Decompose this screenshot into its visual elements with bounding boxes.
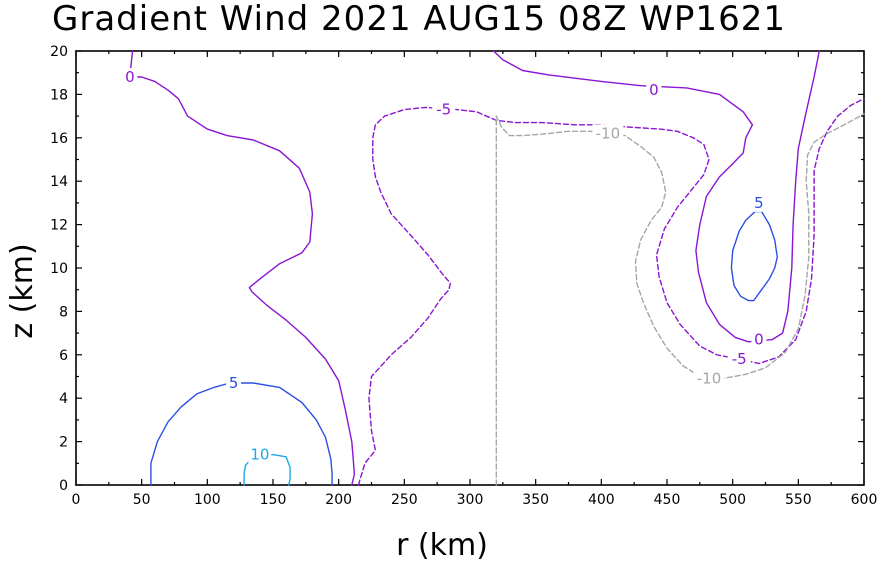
contour-label-0-2: 0 xyxy=(649,81,659,99)
x-tick-label: 450 xyxy=(654,492,681,508)
y-tick-label: 4 xyxy=(59,391,68,407)
contour-line-0-1 xyxy=(129,50,356,486)
contour-label-bg xyxy=(693,369,725,388)
x-tick-label: 600 xyxy=(851,492,878,508)
contour-label-bg xyxy=(122,68,138,87)
contour-label-neg5-1: -5 xyxy=(436,101,451,119)
y-tick-label: 12 xyxy=(50,218,68,234)
x-tick-label: 250 xyxy=(391,492,418,508)
y-tick-label: 0 xyxy=(59,478,68,494)
contour-label-bg xyxy=(248,445,272,464)
x-tick-label: 50 xyxy=(133,492,151,508)
x-tick-label: 100 xyxy=(194,492,221,508)
contour-label-0-1: 0 xyxy=(125,68,135,86)
x-tick-label: 300 xyxy=(457,492,484,508)
chart-title: Gradient Wind 2021 AUG15 08Z WP1621 xyxy=(52,0,786,39)
contour-labels: 0 0 0 -5 -5 -10 -10 5 5 10 xyxy=(122,68,767,464)
y-axis-ticks: 0 2 4 6 8 10 12 14 16 18 20 xyxy=(50,44,864,494)
contour-line-10-1 xyxy=(243,453,291,486)
contour-label-neg10-2: -10 xyxy=(697,370,722,388)
contour-label-bg xyxy=(751,193,767,212)
y-tick-label: 2 xyxy=(59,435,68,451)
contours xyxy=(129,50,865,486)
contour-label-neg10-1: -10 xyxy=(596,124,621,142)
contour-label-bg xyxy=(727,350,751,369)
y-tick-label: 6 xyxy=(59,348,68,364)
contour-line-neg5-1 xyxy=(357,98,865,486)
x-tick-label: 0 xyxy=(72,492,81,508)
x-tick-label: 150 xyxy=(260,492,287,508)
contour-line-5-1 xyxy=(150,382,333,486)
contour-label-bg xyxy=(432,100,456,119)
contour-label-10-1: 10 xyxy=(250,446,269,464)
x-axis-label: r (km) xyxy=(396,528,488,561)
contour-line-5-2 xyxy=(730,210,778,302)
x-axis-ticks: 0 50 100 150 200 250 300 350 400 450 500 550 600 xyxy=(72,51,878,508)
y-tick-label: 10 xyxy=(50,261,68,277)
x-tick-label: 350 xyxy=(522,492,549,508)
contour-label-bg xyxy=(592,124,624,143)
contour-label-0-3: 0 xyxy=(754,331,764,349)
contour-label-bg xyxy=(751,330,767,349)
x-tick-label: 500 xyxy=(719,492,746,508)
contour-label-bg xyxy=(646,81,662,100)
x-tick-label: 200 xyxy=(325,492,352,508)
contour-line-neg10-1 xyxy=(495,113,865,486)
x-tick-label: 400 xyxy=(588,492,615,508)
y-tick-label: 8 xyxy=(59,304,68,320)
y-tick-label: 18 xyxy=(50,87,68,103)
y-axis-label: z (km) xyxy=(5,243,40,338)
contour-label-5-1: 5 xyxy=(229,374,239,392)
x-tick-label: 550 xyxy=(785,492,812,508)
y-tick-label: 20 xyxy=(50,44,68,60)
y-tick-label: 14 xyxy=(50,174,68,190)
y-tick-label: 16 xyxy=(50,131,68,147)
contour-label-5-2: 5 xyxy=(754,194,764,212)
contour-label-neg5-2: -5 xyxy=(732,350,747,368)
contour-label-bg xyxy=(226,374,242,393)
